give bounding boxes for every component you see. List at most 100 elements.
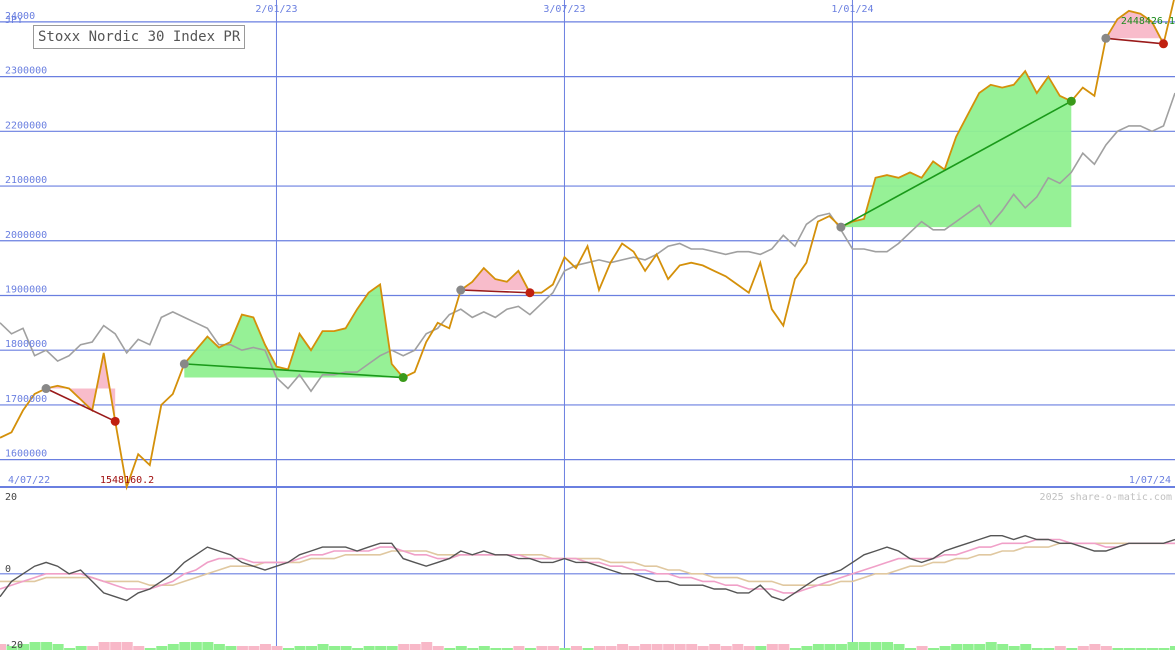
trade-entry-marker [179,359,189,369]
histogram-bar [778,644,790,650]
histogram-bar [812,644,824,650]
histogram-bar [225,646,237,650]
histogram-bar [789,648,801,650]
histogram-bar [594,646,606,650]
histogram-bar [709,644,721,650]
y-tick-label: 2000000 [5,230,47,241]
histogram-bar [824,644,836,650]
histogram-bar [1066,648,1078,650]
histogram-bar [951,644,963,650]
trade-entry-marker [836,222,846,232]
y-tick-label: 1600000 [5,449,47,460]
histogram-bar [1054,646,1066,650]
histogram-bar [962,644,974,650]
histogram-bar [1020,644,1032,650]
gain-area [184,284,404,378]
histogram-bar [0,644,6,650]
histogram-bar [432,646,444,650]
y-tick-label: 2300000 [5,66,47,77]
histogram-bar [536,646,548,650]
osc-tick-label: 0 [5,564,11,575]
histogram-bar [858,642,870,650]
histogram-bar [663,644,675,650]
histogram-bar [190,642,202,650]
histogram-bar [467,648,479,650]
histogram-bar [317,644,329,650]
histogram-bar [398,644,410,650]
momentum-line [0,534,1175,602]
max-value-label: 2448426.1 [1121,16,1175,27]
histogram-bar [1008,646,1020,650]
histogram-bar [547,646,559,650]
histogram-bar [720,646,732,650]
loss-trade-line [460,289,530,294]
histogram-bar [524,648,536,650]
trade-exit-marker [1066,96,1076,106]
histogram-bar [75,646,87,650]
histogram-bar [98,642,110,650]
histogram-bar [1170,646,1175,650]
histogram-bar [271,646,283,650]
y-tick-label: 1700000 [5,394,47,405]
histogram-bar [559,648,571,650]
histogram-bar [1135,648,1147,650]
histogram-bar [259,644,271,650]
histogram-bar [6,646,18,650]
price-line [0,0,1175,491]
histogram-bar [939,646,951,650]
histogram-bar [340,646,352,650]
currency-label: JPY [5,15,23,26]
histogram-bar [41,642,53,650]
histogram-bar [213,644,225,650]
trade-exit-marker [1158,39,1168,49]
x-tick-label: 1/01/24 [831,4,873,15]
osc-tick-label: 20 [5,492,17,503]
histogram-bar [640,644,652,650]
histogram-bar [202,642,214,650]
chart-title: Stoxx Nordic 30 Index PR [33,25,246,49]
loss-area [1105,10,1164,44]
histogram-bar [1146,648,1158,650]
histogram-bar [455,646,467,650]
loss-trade-line [45,387,116,423]
histogram-bar [985,642,997,650]
histogram-bar [156,646,168,650]
trade-exit-marker [398,373,408,383]
histogram-bar [501,648,513,650]
histogram-bar [144,648,156,650]
histogram-bar [363,646,375,650]
gain-trade-line [840,100,1072,228]
loss-trade-line [1105,37,1164,45]
histogram-bar [870,642,882,650]
slow-line [0,542,1175,587]
histogram-bar [236,646,248,650]
histogram-bar [835,644,847,650]
y-tick-label: 24000 [5,11,35,22]
histogram-bar [1123,648,1135,650]
histogram-bar [282,648,294,650]
histogram-bar [1158,648,1170,650]
histogram-bar [893,644,905,650]
histogram-bar [1100,646,1112,650]
histogram-bar [582,648,594,650]
start-date-label: 4/07/22 [8,475,50,486]
histogram-bar [110,642,122,650]
histogram-bar [605,646,617,650]
histogram-bar [421,642,433,650]
histogram-bar [409,644,421,650]
histogram-bar [570,646,582,650]
histogram-bar [743,646,755,650]
histogram-bar [375,646,387,650]
histogram-bar [997,644,1009,650]
histogram-bar [674,644,686,650]
histogram-bar [847,642,859,650]
loss-area [460,268,530,293]
histogram-bar [628,646,640,650]
histogram-bar [882,642,894,650]
histogram-bar [766,644,778,650]
histogram-bar [1031,648,1043,650]
histogram-bar [513,646,525,650]
histogram-bar [248,646,260,650]
y-tick-label: 1800000 [5,339,47,350]
histogram-bar [294,646,306,650]
